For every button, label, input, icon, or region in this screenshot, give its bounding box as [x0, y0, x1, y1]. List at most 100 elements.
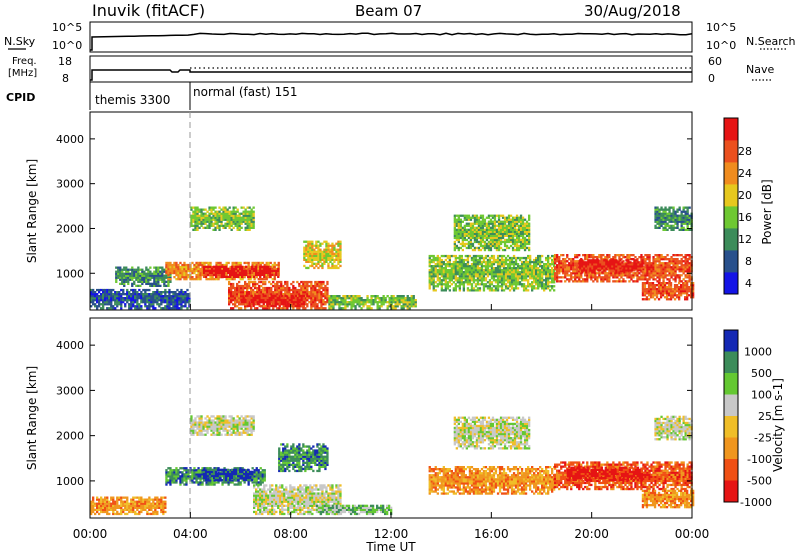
- heatmap-cell: [185, 273, 188, 277]
- heatmap-cell: [470, 285, 474, 288]
- heatmap-cell: [339, 252, 342, 255]
- heatmap-cell: [258, 300, 261, 304]
- heatmap-cell: [644, 268, 647, 271]
- heatmap-cell: [662, 262, 665, 265]
- heatmap-cell: [481, 226, 485, 229]
- heatmap-cell: [261, 261, 264, 265]
- heatmap-cell: [472, 277, 476, 280]
- heatmap-cell: [484, 267, 488, 270]
- heatmap-cell: [242, 210, 245, 213]
- heatmap-cell: [160, 303, 163, 306]
- heatmap-cell: [267, 265, 270, 268]
- heatmap-cell: [556, 280, 559, 283]
- noise-panel: N.Sky 10^5 10^0 10^5 10^0 N.Search: [4, 21, 796, 53]
- heatmap-cell: [236, 301, 239, 304]
- heatmap-cell: [314, 297, 317, 300]
- heatmap-cell: [503, 228, 507, 231]
- heatmap-cell: [250, 226, 253, 229]
- heatmap-cell: [296, 300, 299, 304]
- heatmap-cell: [493, 224, 497, 227]
- heatmap-cell: [322, 280, 325, 284]
- heatmap-cell: [605, 265, 608, 268]
- heatmap-cell: [459, 214, 462, 217]
- heatmap-cell: [492, 269, 496, 272]
- heatmap-cell: [153, 270, 156, 273]
- heatmap-cell: [246, 302, 249, 306]
- heatmap-cell: [218, 214, 221, 217]
- heatmap-cell: [311, 250, 314, 253]
- heatmap-cell: [640, 256, 643, 259]
- heatmap-cell: [280, 302, 283, 306]
- heatmap-cell: [438, 265, 441, 268]
- heatmap-cell: [217, 263, 220, 267]
- heatmap-cell: [452, 254, 455, 258]
- heatmap-cell: [282, 298, 285, 302]
- heatmap-cell: [624, 274, 627, 277]
- heatmap-cell: [262, 296, 265, 300]
- heatmap-cell: [274, 298, 277, 302]
- heatmap-cell: [510, 267, 514, 270]
- heatmap-cell: [298, 284, 301, 288]
- heatmap-cell: [125, 268, 128, 271]
- heatmap-cell: [489, 220, 493, 223]
- heatmap-cell: [511, 228, 515, 231]
- heatmap-cell: [236, 297, 239, 300]
- heatmap-cell: [274, 286, 277, 290]
- heatmap-cell: [100, 297, 103, 300]
- heatmap-cell: [474, 289, 478, 292]
- heatmap-cell: [378, 299, 381, 302]
- heatmap-cell: [484, 285, 488, 288]
- heatmap-cell: [471, 224, 475, 227]
- heatmap-cell: [483, 248, 487, 252]
- heatmap-cell: [562, 270, 565, 273]
- heatmap-cell: [493, 230, 497, 233]
- heatmap-cell: [496, 267, 500, 270]
- heatmap-cell: [560, 254, 563, 257]
- heatmap-cell: [521, 236, 525, 240]
- heatmap-cell: [428, 263, 431, 266]
- heatmap-cell: [674, 280, 677, 283]
- heatmap-cell: [171, 263, 174, 267]
- heatmap-cell: [205, 261, 208, 265]
- heatmap-cell: [193, 271, 196, 275]
- heatmap-cell: [493, 216, 497, 219]
- heatmap-cell: [543, 271, 546, 274]
- heatmap-cell: [282, 284, 285, 288]
- heatmap-cell: [497, 222, 501, 225]
- heatmap-cell: [222, 275, 226, 278]
- heatmap-cell: [229, 278, 232, 281]
- heatmap-cell: [516, 287, 520, 290]
- heatmap-cell: [528, 216, 531, 219]
- heatmap-cell: [599, 265, 602, 268]
- heatmap-cell: [259, 267, 262, 270]
- heatmap-cell: [660, 262, 663, 265]
- heatmap-cell: [524, 277, 528, 280]
- heatmap-cell: [601, 261, 604, 264]
- heatmap-cell: [118, 299, 121, 302]
- heatmap-cell: [597, 259, 600, 262]
- heatmap-cell: [556, 264, 559, 267]
- heatmap-cell: [658, 256, 661, 259]
- heatmap-cell: [183, 269, 186, 273]
- heatmap-cell: [206, 220, 209, 223]
- heatmap-cell: [370, 299, 373, 302]
- heatmap-cell: [306, 288, 309, 292]
- heatmap-cell: [288, 288, 291, 292]
- heatmap-cell: [181, 269, 184, 273]
- heatmap-cell: [607, 261, 610, 264]
- heatmap-cell: [531, 260, 534, 264]
- heatmap-cell: [228, 214, 231, 217]
- heatmap-cell: [243, 265, 246, 269]
- heatmap-cell: [481, 214, 485, 217]
- heatmap-cell: [191, 271, 194, 275]
- heatmap-cell: [137, 266, 140, 269]
- heatmap-cell: [467, 224, 471, 227]
- heatmap-cell: [497, 246, 501, 250]
- heatmap-cell: [644, 258, 647, 261]
- heatmap-cell: [440, 287, 443, 290]
- heatmap-cell: [298, 303, 301, 306]
- heatmap-cell: [622, 254, 625, 257]
- heatmap-cell: [246, 293, 249, 296]
- heatmap-cell: [531, 289, 534, 292]
- heatmap-cell: [304, 299, 307, 302]
